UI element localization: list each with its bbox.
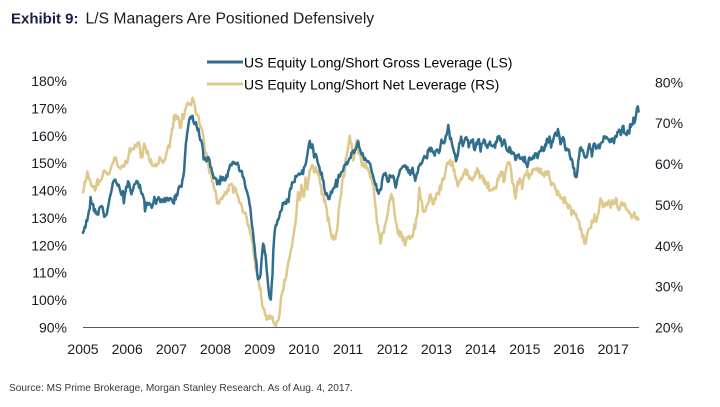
- svg-text:80%: 80%: [655, 74, 683, 90]
- svg-text:2009: 2009: [244, 341, 275, 357]
- svg-text:2005: 2005: [67, 341, 98, 357]
- svg-text:2014: 2014: [465, 341, 496, 357]
- svg-text:2006: 2006: [112, 341, 143, 357]
- svg-text:180%: 180%: [31, 73, 67, 89]
- svg-text:130%: 130%: [31, 210, 67, 226]
- svg-text:110%: 110%: [32, 265, 67, 281]
- svg-text:60%: 60%: [655, 156, 683, 172]
- svg-text:20%: 20%: [655, 320, 683, 336]
- svg-text:2011: 2011: [333, 341, 363, 357]
- svg-text:Source: MS Prime Brokerage, Mo: Source: MS Prime Brokerage, Morgan Stanl…: [9, 383, 353, 394]
- svg-text:160%: 160%: [31, 128, 67, 144]
- svg-text:50%: 50%: [655, 197, 683, 213]
- svg-text:2013: 2013: [421, 341, 452, 357]
- svg-text:2007: 2007: [156, 341, 187, 357]
- svg-text:30%: 30%: [655, 279, 683, 295]
- svg-text:170%: 170%: [31, 100, 67, 116]
- svg-text:2010: 2010: [288, 341, 319, 357]
- svg-text:40%: 40%: [655, 238, 683, 254]
- svg-text:100%: 100%: [31, 292, 67, 308]
- svg-text:2016: 2016: [553, 341, 584, 357]
- svg-text:90%: 90%: [39, 320, 67, 336]
- svg-text:140%: 140%: [31, 183, 67, 199]
- svg-text:US Equity Long/Short Net Lever: US Equity Long/Short Net Leverage (RS): [244, 77, 499, 93]
- svg-text:2015: 2015: [509, 341, 540, 357]
- svg-text:150%: 150%: [31, 155, 67, 171]
- svg-text:US Equity Long/Short Gross Lev: US Equity Long/Short Gross Leverage (LS): [244, 55, 512, 71]
- svg-text:Exhibit 9:L/S Managers Are Pos: Exhibit 9: L/S Managers Are Positioned De…: [11, 10, 374, 27]
- svg-text:2017: 2017: [598, 341, 629, 357]
- svg-text:2012: 2012: [377, 341, 408, 357]
- svg-text:120%: 120%: [31, 237, 67, 253]
- svg-text:70%: 70%: [655, 115, 683, 131]
- svg-text:2008: 2008: [200, 341, 231, 357]
